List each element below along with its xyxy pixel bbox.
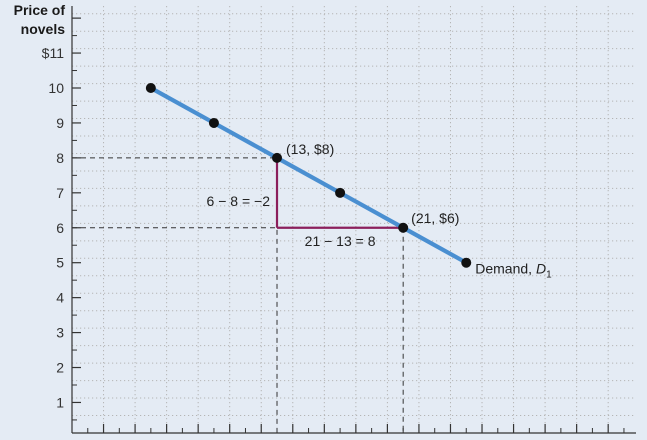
y-tick-label: 10 xyxy=(48,80,64,96)
plot-area xyxy=(72,6,636,433)
y-axis-title-line-1: Price of xyxy=(13,2,65,18)
data-point xyxy=(272,152,283,163)
rise-annotation: 6 − 8 = −2 xyxy=(207,193,271,209)
data-point xyxy=(335,187,346,198)
y-tick-label: 1 xyxy=(56,394,64,410)
point-label-21-6: (21, $6) xyxy=(411,210,459,226)
data-point xyxy=(398,222,409,233)
demand-curve-label: Demand, D1 xyxy=(475,261,552,281)
data-point xyxy=(461,257,472,268)
data-point xyxy=(208,117,219,128)
y-tick-label: 8 xyxy=(56,150,64,166)
y-tick-label: 6 xyxy=(56,220,64,236)
y-tick-label: $11 xyxy=(42,45,65,61)
run-annotation: 21 − 13 = 8 xyxy=(305,233,376,249)
demand-line xyxy=(148,85,469,265)
y-tick-label: 9 xyxy=(56,115,64,131)
y-tick-label: 2 xyxy=(56,360,64,376)
y-tick-label: 5 xyxy=(56,255,64,271)
y-tick-label: 7 xyxy=(56,185,64,201)
y-axis-title-line-2: novels xyxy=(20,21,65,37)
point-label-13-8: (13, $8) xyxy=(286,141,334,157)
y-tick-label: 4 xyxy=(56,290,64,306)
y-tick-label: 3 xyxy=(56,325,64,341)
data-point xyxy=(145,83,156,93)
